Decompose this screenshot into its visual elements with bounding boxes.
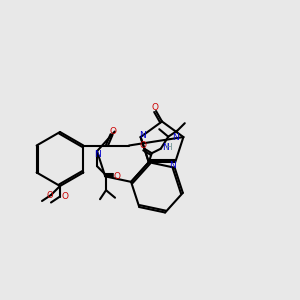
Text: O: O bbox=[109, 127, 116, 136]
Text: O: O bbox=[61, 192, 68, 201]
Text: H: H bbox=[165, 143, 172, 152]
Text: O: O bbox=[47, 190, 53, 200]
Text: N: N bbox=[172, 133, 179, 142]
Text: O: O bbox=[139, 141, 146, 150]
Text: O: O bbox=[151, 103, 158, 112]
Text: N: N bbox=[139, 131, 145, 140]
Text: N: N bbox=[94, 150, 100, 159]
Text: N: N bbox=[162, 143, 168, 152]
Text: N: N bbox=[169, 161, 175, 170]
Text: O: O bbox=[114, 172, 121, 181]
